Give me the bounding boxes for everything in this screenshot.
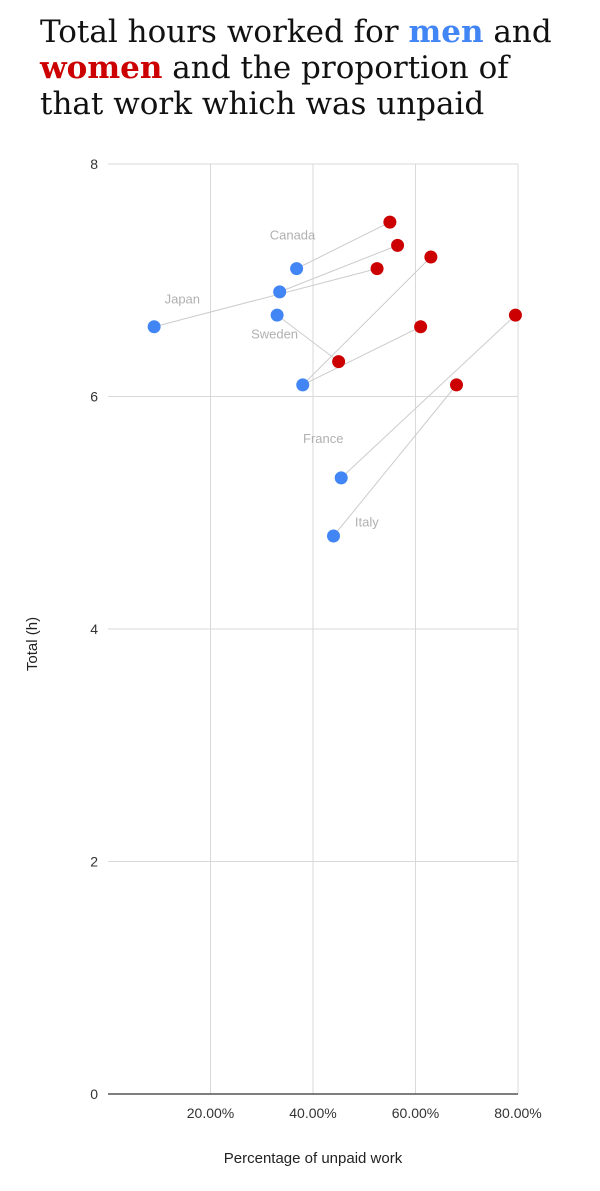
men-point [334, 471, 348, 485]
women-point [508, 308, 522, 322]
women-point [332, 355, 346, 369]
x-tick-label: 80.00% [494, 1105, 541, 1121]
title-part-3: and the proportion of that work which wa… [40, 50, 509, 122]
y-axis-title: Total (h) [24, 617, 41, 671]
x-tick-label: 60.00% [392, 1105, 439, 1121]
country-label: Sweden [251, 326, 298, 341]
point-layer [147, 215, 522, 543]
y-tick-label: 4 [90, 621, 98, 637]
men-point [327, 529, 340, 543]
connector-line [333, 384, 457, 537]
men-point [296, 378, 310, 392]
x-axis-title: Percentage of unpaid work [224, 1150, 403, 1167]
chart-title: Total hours worked for men and women and… [40, 14, 580, 122]
country-label: France [303, 431, 343, 446]
title-part-2: and [483, 14, 552, 50]
connector-line [302, 326, 421, 386]
y-tick-label: 6 [90, 389, 98, 405]
connector-layer [153, 221, 516, 537]
men-point [147, 320, 161, 334]
y-tick-label: 8 [90, 156, 98, 172]
x-tick-label: 40.00% [289, 1105, 336, 1121]
connector-line [302, 256, 432, 386]
women-point [414, 320, 428, 334]
connector-line [153, 268, 378, 328]
country-label: Canada [270, 228, 316, 243]
country-label: Italy [355, 515, 379, 530]
connector-line [340, 314, 516, 479]
men-point [273, 285, 287, 299]
axis-layer: 0 2 4 6 8 20.00% 40.00% 60.00% 80.00% [90, 156, 542, 1121]
women-point [391, 238, 405, 252]
men-point [270, 308, 284, 322]
women-point [370, 262, 384, 276]
women-point [450, 378, 463, 392]
connector-line [296, 221, 391, 270]
y-tick-label: 2 [90, 854, 98, 870]
title-part-1: Total hours worked for [40, 14, 409, 50]
women-point [424, 250, 438, 264]
x-tick-label: 20.00% [187, 1105, 234, 1121]
country-label: Japan [165, 292, 200, 307]
y-tick-label: 0 [90, 1086, 98, 1102]
men-point [290, 262, 304, 276]
grid-layer [108, 163, 519, 1094]
title-men: men [408, 14, 484, 50]
annotation-layer: Canada Japan Sweden France Italy [165, 228, 380, 530]
title-women: women [40, 50, 163, 86]
connector-line [276, 314, 339, 363]
connector-line [279, 244, 398, 293]
women-point [383, 215, 397, 229]
